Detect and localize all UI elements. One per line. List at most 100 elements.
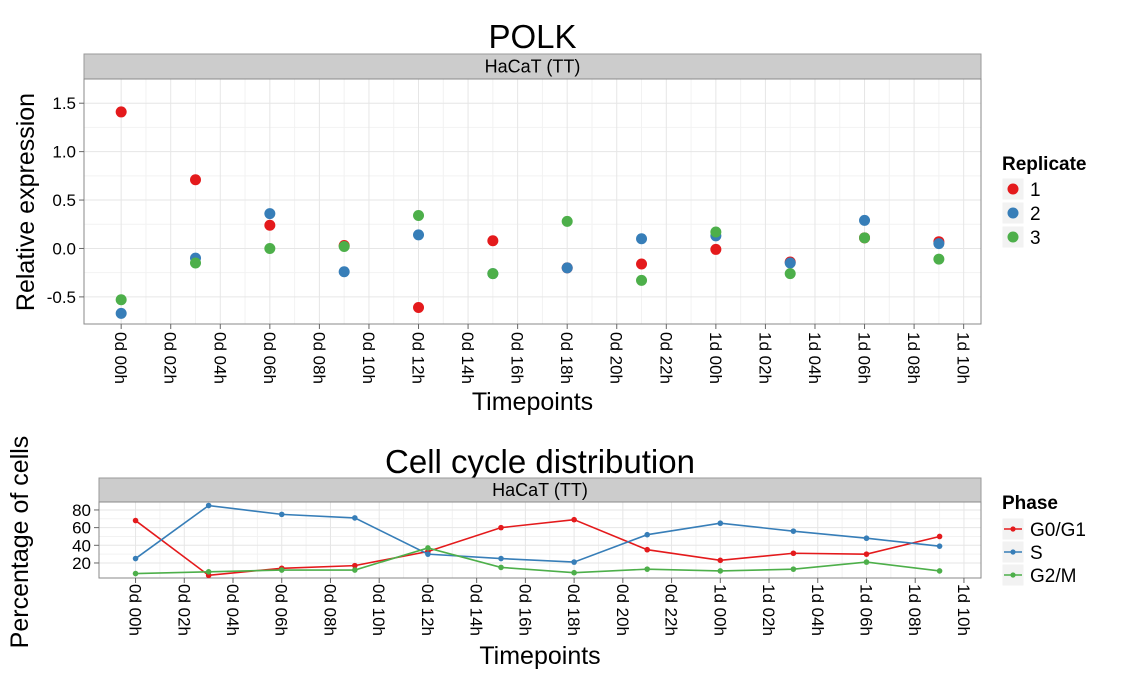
- legend-label: S: [1030, 543, 1043, 564]
- x-tick-label: 1d 10h: [954, 584, 973, 636]
- data-point: [863, 551, 870, 557]
- legend-key-point: [1010, 549, 1016, 555]
- data-point: [413, 229, 425, 241]
- data-point: [338, 241, 350, 253]
- data-point: [264, 219, 276, 231]
- data-point: [132, 555, 139, 562]
- x-tick-label: 0d 08h: [320, 584, 339, 636]
- data-point: [205, 569, 212, 575]
- data-point: [498, 555, 504, 562]
- data-point: [936, 543, 943, 549]
- data-point: [132, 570, 139, 577]
- data-point: [644, 531, 651, 538]
- legend-key-point: [1007, 231, 1019, 243]
- data-point: [717, 520, 724, 527]
- data-point: [859, 214, 871, 226]
- legend-label: 2: [1030, 204, 1041, 225]
- facet-label: HaCaT (TT): [485, 57, 581, 77]
- x-tick-label: 1d 00h: [706, 332, 725, 384]
- y-axis-title: Relative expression: [12, 93, 40, 311]
- data-point: [784, 257, 796, 269]
- x-tick-label: 0d 16h: [508, 332, 527, 384]
- panel-background: [99, 502, 981, 578]
- x-tick-label: 0d 00h: [126, 584, 145, 636]
- x-tick-label: 0d 18h: [557, 332, 576, 384]
- data-point: [561, 215, 573, 227]
- x-tick-label: 1d 00h: [710, 584, 729, 636]
- x-tick-label: 0d 10h: [359, 332, 378, 384]
- panel-border: [83, 78, 982, 325]
- data-point: [636, 258, 648, 270]
- x-tick-label: 0d 18h: [564, 584, 583, 636]
- data-point: [561, 262, 573, 274]
- y-tick-label: 1.5: [52, 94, 76, 113]
- data-point: [790, 566, 797, 572]
- series-2: [115, 208, 945, 319]
- data-point: [571, 516, 577, 523]
- x-tick-label: 0d 06h: [272, 584, 291, 636]
- x-tick-label: 1d 04h: [805, 332, 824, 384]
- x-tick-label: 1d 04h: [808, 584, 827, 636]
- x-tick-label: 0d 22h: [656, 332, 675, 384]
- data-point: [278, 567, 285, 573]
- x-axis-title: Timepoints: [472, 388, 593, 416]
- y-axis-title: Percentage of cells: [6, 436, 34, 649]
- data-point: [710, 243, 722, 255]
- x-tick-label: 1d 08h: [905, 584, 924, 636]
- y-tick-label: 40: [72, 536, 91, 555]
- data-point: [936, 568, 943, 574]
- data-point: [413, 302, 425, 314]
- x-tick-label: 0d 04h: [210, 332, 229, 384]
- gridlines: [99, 502, 981, 578]
- x-tick-label: 1d 06h: [855, 332, 874, 384]
- x-tick-label: 0d 20h: [607, 332, 626, 384]
- x-tick-label: 0d 12h: [409, 332, 428, 384]
- data-point: [710, 226, 722, 238]
- data-point: [205, 502, 212, 509]
- data-point: [644, 566, 651, 572]
- x-tick-label: 1d 06h: [856, 584, 875, 636]
- panel-background: [84, 79, 981, 324]
- data-point: [190, 257, 202, 269]
- data-point: [115, 307, 127, 319]
- legend-key-point: [1010, 572, 1016, 578]
- data-point: [863, 559, 870, 565]
- data-point: [859, 232, 871, 244]
- legend-label: G2/M: [1030, 566, 1076, 587]
- legend-label: 3: [1030, 228, 1041, 249]
- data-point: [425, 545, 431, 551]
- y-tick-label: 20: [72, 554, 91, 573]
- x-tick-label: 0d 02h: [161, 332, 180, 384]
- data-point: [132, 517, 139, 524]
- data-point: [278, 511, 285, 518]
- y-tick-label: -0.5: [47, 288, 76, 307]
- y-tick-label: 1.0: [52, 143, 76, 162]
- legend-title: Phase: [1002, 493, 1058, 514]
- y-tick-label: 0.5: [52, 191, 76, 210]
- x-axis-title: Timepoints: [479, 642, 600, 670]
- x-tick-label: 1d 10h: [954, 332, 973, 384]
- data-point: [933, 253, 945, 265]
- data-point: [264, 242, 276, 254]
- x-tick-label: 0d 00h: [111, 332, 130, 384]
- data-point: [352, 515, 358, 521]
- data-point: [644, 546, 651, 553]
- data-point: [790, 550, 797, 557]
- data-point: [717, 557, 724, 564]
- legend: Replicate 1 2 3: [1001, 154, 1086, 249]
- legend-title: Replicate: [1002, 154, 1086, 175]
- series-line: [135, 518, 940, 577]
- x-tick-label: 1d 02h: [755, 332, 774, 384]
- legend-label: 1: [1030, 180, 1041, 201]
- data-point: [636, 233, 648, 245]
- facet-strip: [83, 53, 982, 80]
- data-point: [115, 294, 127, 306]
- data-point: [264, 208, 276, 220]
- data-point: [352, 567, 358, 573]
- data-point: [115, 106, 127, 118]
- x-tick-label: 0d 12h: [418, 584, 437, 636]
- data-point: [498, 524, 504, 531]
